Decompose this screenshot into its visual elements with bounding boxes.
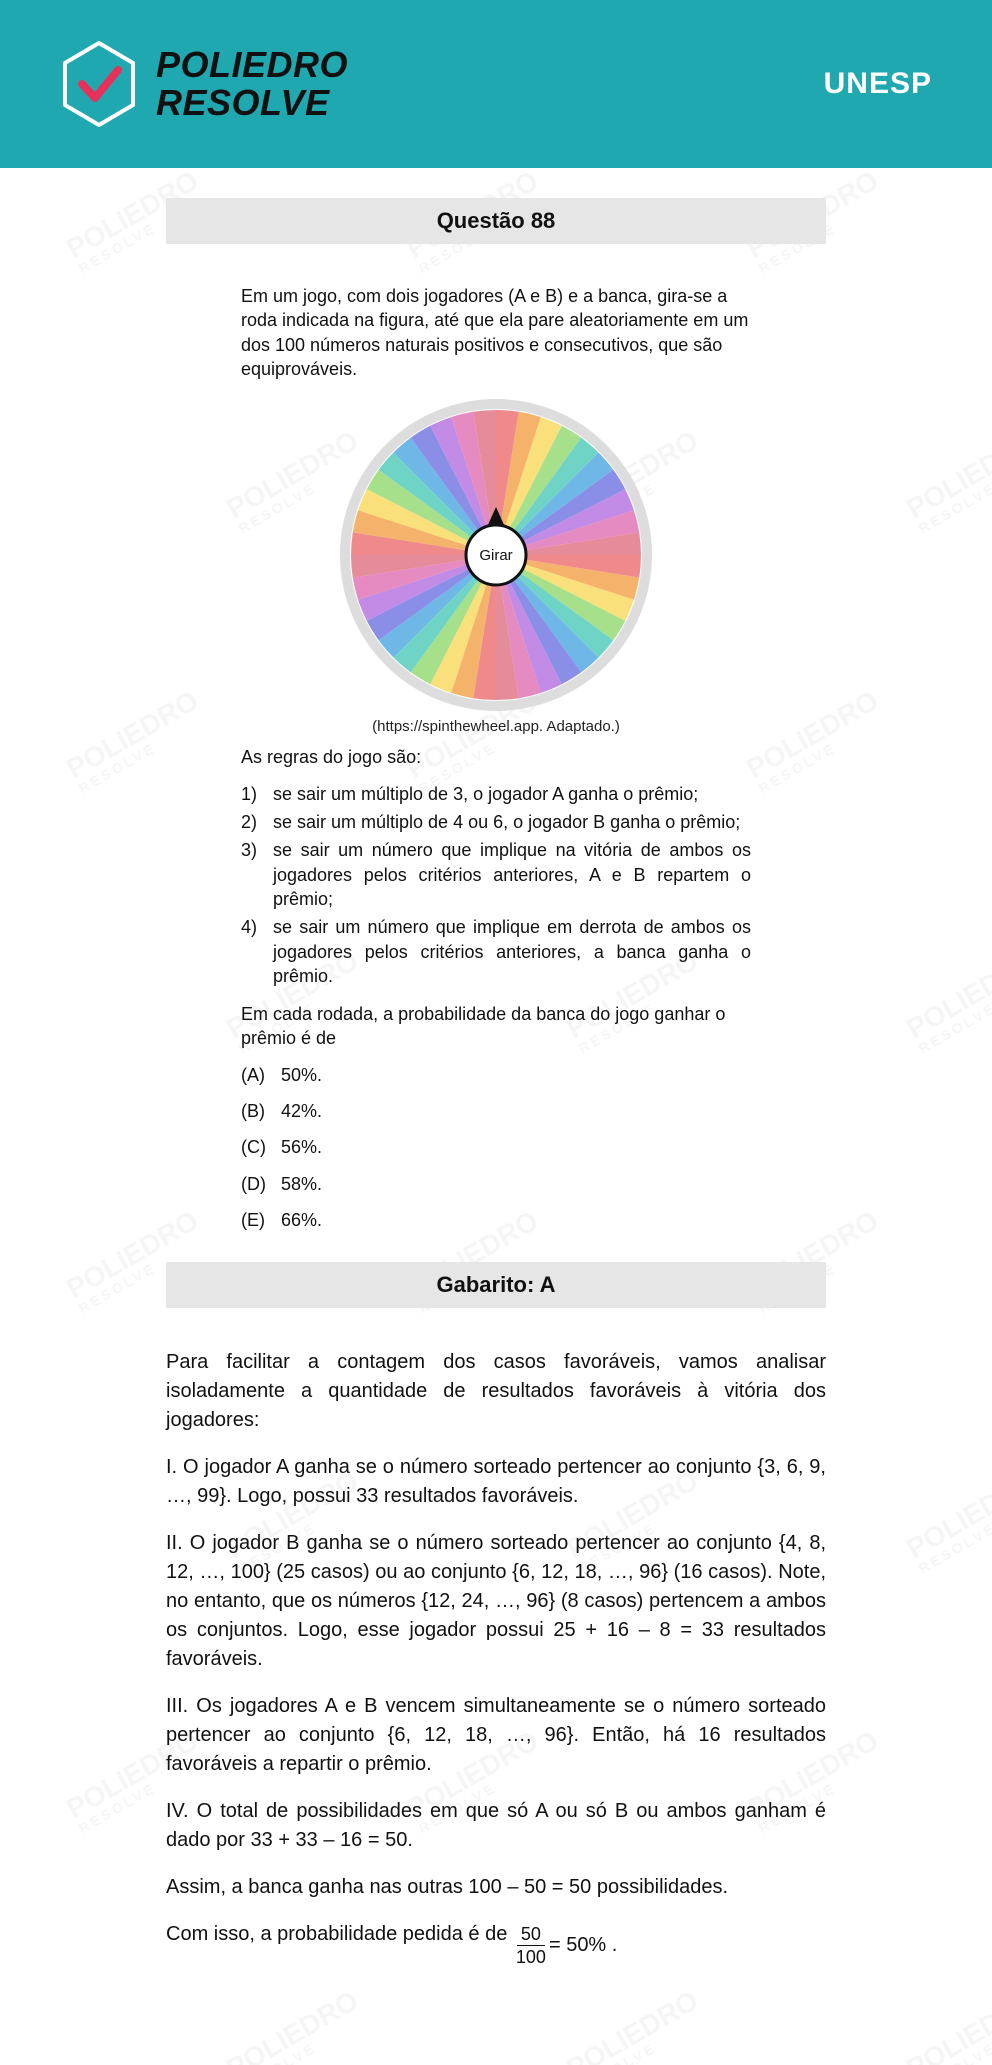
alternative-label: (B) [241, 1099, 273, 1123]
answer-title-bar: Gabarito: A [166, 1262, 826, 1308]
rule-number: 4) [241, 915, 265, 988]
rule-text: se sair um número que implique em derrot… [273, 915, 751, 988]
alternative-text: 66%. [281, 1208, 322, 1232]
alternative-item: (D) 58%. [241, 1172, 751, 1196]
rule-number: 3) [241, 838, 265, 911]
solution-p1: Para facilitar a contagem dos casos favo… [166, 1348, 826, 1435]
rules-intro: As regras do jogo são: [241, 745, 751, 769]
solution-p4: III. Os jogadores A e B vencem simultane… [166, 1692, 826, 1779]
alternative-label: (D) [241, 1172, 273, 1196]
fraction-denominator: 100 [516, 1946, 546, 1966]
alternative-label: (C) [241, 1135, 273, 1159]
solution-p2: I. O jogador A ganha se o número sortead… [166, 1453, 826, 1511]
brand-line2: RESOLVE [156, 84, 348, 122]
question-title-bar: Questão 88 [166, 198, 826, 244]
rule-text: se sair um número que implique na vitóri… [273, 838, 751, 911]
page-body: Questão 88 Em um jogo, com dois jogadore… [0, 168, 992, 2044]
rule-item: 3)se sair um número que implique na vitó… [241, 838, 751, 911]
solution-p7-prefix: Com isso, a probabilidade pedida é de [166, 1923, 513, 1945]
solution-body: Para facilitar a contagem dos casos favo… [166, 1348, 826, 1966]
page-header: POLIEDRO RESOLVE UNESP [0, 0, 992, 168]
alternative-text: 50%. [281, 1063, 322, 1087]
brand-text: POLIEDRO RESOLVE [156, 46, 348, 122]
solution-p7-suffix: = 50% . [549, 1931, 617, 1960]
alternative-item: (A) 50%. [241, 1063, 751, 1087]
alternative-item: (B) 42%. [241, 1099, 751, 1123]
alternative-text: 58%. [281, 1172, 322, 1196]
question-ask: Em cada rodada, a probabilidade da banca… [241, 1002, 751, 1051]
brand: POLIEDRO RESOLVE [60, 40, 348, 128]
rule-item: 2) se sair um múltiplo de 4 ou 6, o jogad… [241, 810, 751, 834]
fraction: 50 100 = 50% . [513, 1925, 617, 1966]
svg-text:Girar: Girar [479, 547, 512, 564]
rules-list: 1) se sair um múltiplo de 3, o jogador A … [241, 782, 751, 988]
question-body: Em um jogo, com dois jogadores (A e B) e… [241, 284, 751, 1232]
solution-p5: IV. O total de possibilidades em que só … [166, 1797, 826, 1855]
solution-p3: II. O jogador B ganha se o número sortea… [166, 1529, 826, 1674]
alternative-item: (E) 66%. [241, 1208, 751, 1232]
alternative-text: 56%. [281, 1135, 322, 1159]
alternative-text: 42%. [281, 1099, 322, 1123]
rule-text: se sair um múltiplo de 4 ou 6, o jogador… [273, 810, 751, 834]
solution-p7: Com isso, a probabilidade pedida é de 50… [166, 1920, 826, 1966]
wheel-caption: (https://spinthewheel.app. Adaptado.) [372, 717, 620, 737]
rule-number: 2) [241, 810, 265, 834]
rule-number: 1) [241, 782, 265, 806]
alternative-label: (A) [241, 1063, 273, 1087]
alternative-item: (C) 56%. [241, 1135, 751, 1159]
rule-text: se sair um múltiplo de 3, o jogador A ga… [273, 782, 751, 806]
logo-hexagon-check-icon [60, 40, 138, 128]
exam-label: UNESP [824, 67, 932, 101]
fraction-numerator: 50 [517, 1925, 545, 1946]
alternatives-list: (A) 50%. (B) 42%. (C) 56%. (D) 58%. (E) 66%. [241, 1063, 751, 1232]
rule-item: 4)se sair um número que implique em derr… [241, 915, 751, 988]
alternative-label: (E) [241, 1208, 273, 1232]
wheel-figure: Girar (https://spinthewheel.app. Adaptad… [241, 395, 751, 737]
spin-wheel-icon: Girar [336, 395, 656, 715]
solution-p6: Assim, a banca ganha nas outras 100 – 50… [166, 1873, 826, 1902]
question-intro: Em um jogo, com dois jogadores (A e B) e… [241, 284, 751, 381]
brand-line1: POLIEDRO [156, 46, 348, 84]
rule-item: 1) se sair um múltiplo de 3, o jogador A … [241, 782, 751, 806]
